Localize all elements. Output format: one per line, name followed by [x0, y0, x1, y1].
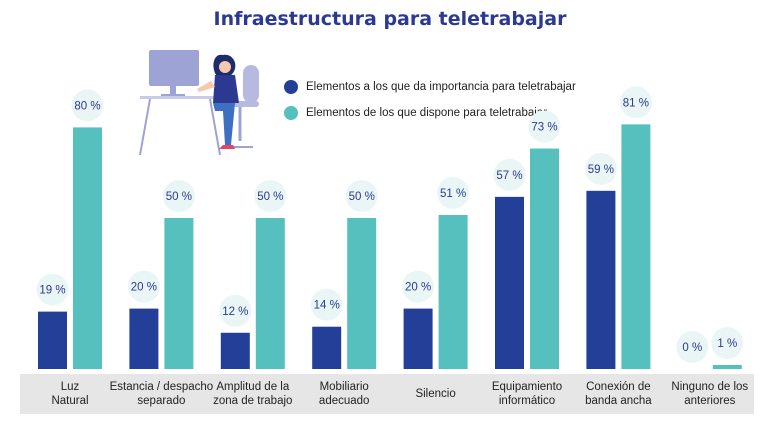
- category-label-4-0: Silencio: [415, 388, 455, 400]
- data-label-bubble-1-6: [619, 86, 652, 119]
- legend-item-importance: Elementos a los que da importancia para …: [284, 80, 576, 94]
- bar-importance-4: [403, 308, 433, 369]
- category-label-2-1: zona de trabajo: [213, 395, 292, 407]
- data-label-0-3: 14 %: [314, 300, 340, 312]
- data-label-bubble-0-2: [219, 294, 252, 327]
- data-label-bubble-1-2: [254, 180, 287, 212]
- bar-available-2: [255, 218, 285, 369]
- data-label-bubble-0-0: [36, 273, 69, 306]
- bar-available-0: [73, 127, 102, 370]
- data-label-1-7: 1 %: [717, 338, 737, 350]
- data-label-bubble-0-4: [402, 270, 435, 303]
- data-label-1-0: 80 %: [74, 100, 100, 112]
- data-label-bubble-1-7: [711, 327, 744, 359]
- bar-importance-3: [312, 326, 342, 369]
- data-label-bubble-1-5: [528, 110, 561, 143]
- data-label-0-1: 20 %: [131, 282, 157, 294]
- data-label-0-7: 0 %: [682, 342, 702, 354]
- legend-label-available: Elementos de los que dispone para teletr…: [306, 107, 548, 119]
- data-label-1-5: 73 %: [531, 122, 557, 134]
- bar-available-4: [438, 214, 468, 369]
- data-label-bubble-0-7: [676, 331, 709, 363]
- data-label-bubble-0-3: [310, 288, 343, 321]
- data-label-1-4: 51 %: [440, 188, 466, 200]
- category-label-7-0: Ninguno de los: [671, 381, 748, 393]
- bar-available-6: [621, 124, 651, 369]
- x-axis-band: [20, 374, 754, 414]
- category-label-6-1: banda ancha: [585, 395, 652, 407]
- bar-importance-0: [38, 311, 67, 369]
- category-label-1-0: Estancia / despacho: [110, 381, 214, 393]
- bar-available-7: [712, 365, 742, 369]
- bar-available-5: [530, 148, 559, 369]
- bar-importance-6: [586, 190, 616, 369]
- category-label-1-1: separado: [137, 395, 185, 407]
- data-label-1-6: 81 %: [623, 97, 649, 109]
- category-label-0-1: Natural: [51, 395, 88, 407]
- legend-label-importance: Elementos a los que da importancia para …: [306, 81, 576, 93]
- bar-available-1: [164, 218, 194, 369]
- category-label-6-0: Conexión de: [586, 381, 651, 393]
- legend-swatch-importance: [284, 80, 298, 94]
- legend-item-available: Elementos de los que dispone para teletr…: [284, 106, 547, 120]
- data-label-0-6: 59 %: [588, 164, 614, 176]
- data-label-bubble-1-3: [345, 180, 378, 212]
- data-label-0-2: 12 %: [222, 306, 248, 318]
- data-label-bubble-0-6: [584, 152, 617, 185]
- data-label-0-4: 20 %: [405, 282, 431, 294]
- bar-available-3: [347, 218, 377, 369]
- data-label-0-5: 57 %: [496, 170, 522, 182]
- category-label-0-0: Luz: [61, 381, 80, 393]
- remote-worker-illustration: [139, 50, 259, 156]
- data-label-bubble-0-5: [493, 158, 526, 191]
- category-label-3-1: adecuado: [319, 395, 370, 407]
- category-label-3-0: Mobiliario: [320, 381, 369, 393]
- data-label-bubble-1-1: [162, 180, 195, 212]
- category-label-5-1: informático: [499, 395, 555, 407]
- chart-title: Infraestructura para teletrabajar: [213, 8, 567, 30]
- data-label-1-2: 50 %: [257, 191, 283, 203]
- bar-importance-2: [220, 332, 250, 369]
- legend-swatch-available: [284, 106, 298, 120]
- category-label-2-0: Amplitud de la: [216, 381, 289, 393]
- data-label-bubble-1-4: [437, 176, 470, 209]
- data-label-bubble-1-0: [71, 89, 104, 122]
- data-label-bubble-0-1: [127, 270, 160, 303]
- category-label-7-1: anteriores: [684, 395, 735, 407]
- data-label-1-1: 50 %: [166, 191, 192, 203]
- bar-importance-5: [495, 196, 524, 369]
- bar-importance-1: [129, 308, 159, 369]
- data-label-1-3: 50 %: [349, 191, 375, 203]
- data-label-0-0: 19 %: [39, 285, 65, 297]
- category-label-5-0: Equipamiento: [492, 381, 562, 393]
